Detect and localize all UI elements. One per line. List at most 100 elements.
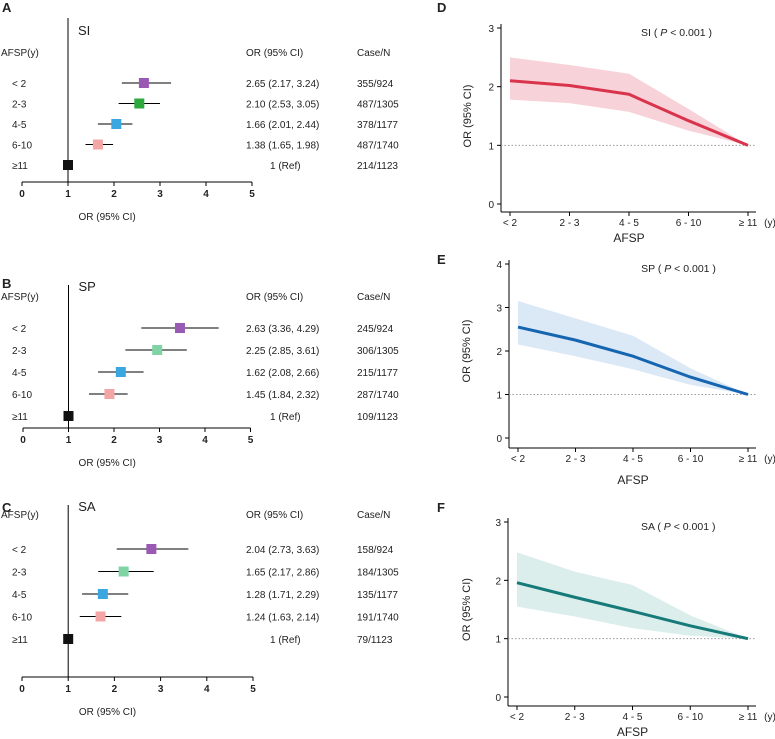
or-value: 1.45 (1.84, 2.32) [246, 390, 319, 401]
row-label: 6-10 [12, 390, 32, 401]
point-marker [174, 323, 185, 333]
trend-line [509, 79, 749, 147]
case-value: 287/1740 [357, 390, 399, 401]
trend-line [516, 581, 749, 641]
x-tick-label: 0 [19, 189, 25, 200]
x-tick-label: 0 [20, 435, 26, 446]
row-header: AFSP(y) [1, 510, 39, 521]
x-axis-label: AFSP [613, 231, 644, 245]
panel-letter: E [437, 252, 446, 267]
panel-letter: B [2, 276, 11, 291]
case-value: 158/924 [357, 545, 394, 556]
point-marker [111, 119, 122, 129]
p-value-annotation: SP ( P < 0.001 ) [641, 263, 716, 275]
x-tick-label: < 2 [510, 712, 525, 723]
y-tick-label: 3 [488, 24, 494, 35]
x-tick-label: 2 [111, 435, 117, 446]
case-value: 355/924 [357, 79, 394, 90]
x-tick-label: 4 - 5 [623, 454, 643, 465]
point-marker [63, 160, 73, 170]
or-value: 1 (Ref) [270, 635, 301, 646]
y-tick-label: 2 [496, 347, 502, 358]
row-label: 4-5 [12, 590, 27, 601]
y-tick-label: 1 [496, 391, 502, 402]
x-tick-label: 2 [111, 189, 117, 200]
x-tick-label: 1 [65, 684, 71, 695]
case-value: 109/1123 [357, 412, 398, 423]
or-value: 1.24 (1.63, 2.14) [246, 613, 319, 624]
x-tick-label: 3 [157, 189, 163, 200]
y-tick-label: 0 [496, 434, 502, 445]
trend-panel-e: E 0 1 2 3 4 < 2 2 - 3 4 - 5 6 - 10 ≥ 11 (y) AFSP OR (… [437, 252, 775, 487]
panel-letter: D [437, 0, 446, 15]
case-header: Case/N [357, 48, 390, 59]
panel-letter: A [2, 0, 12, 15]
forest-title: SA [78, 499, 96, 514]
or-value: 2.63 (3.36, 4.29) [246, 324, 319, 335]
row-label: 2-3 [12, 568, 27, 579]
or-value: 1.62 (2.08, 2.66) [246, 368, 319, 379]
point-marker [63, 411, 74, 421]
row-header: AFSP(y) [1, 48, 39, 59]
panel-letter: C [2, 500, 12, 515]
p-value-annotation: SA ( P < 0.001 ) [641, 521, 715, 533]
x-axis-label: AFSP [617, 725, 648, 739]
point-marker [118, 566, 129, 577]
or-value: 2.65 (2.17, 3.24) [246, 79, 319, 90]
x-tick-label: 6 - 10 [676, 218, 702, 229]
or-value: 1.66 (2.01, 2.44) [246, 120, 319, 131]
row-label: 4-5 [12, 368, 27, 379]
point-marker [115, 367, 126, 377]
trend-panel-f: F 0 1 2 3 < 2 2 - 3 4 - 5 6 - 10 ≥ 11 (y) AFSP OR (9… [437, 500, 775, 739]
x-tick-label: 2 - 3 [565, 454, 585, 465]
case-value: 487/1740 [357, 141, 399, 152]
row-label: ≥11 [12, 635, 28, 646]
x-unit-label: (y) [764, 218, 775, 229]
case-value: 306/1305 [357, 346, 399, 357]
case-value: 245/924 [357, 324, 394, 335]
y-tick-label: 2 [488, 83, 494, 94]
x-tick-label: 1 [65, 189, 71, 200]
case-header: Case/N [357, 510, 390, 521]
x-tick-label: 4 - 5 [622, 712, 642, 723]
case-value: 214/1123 [357, 161, 398, 172]
or-value: 2.10 (2.53, 3.05) [246, 100, 319, 111]
forest-title: SI [78, 23, 90, 38]
or-header: OR (95% CI) [246, 292, 303, 303]
row-label: 6-10 [12, 141, 32, 152]
point-marker [104, 389, 115, 399]
or-value: 1 (Ref) [270, 161, 301, 172]
y-axis-label: OR (95% CI) [461, 320, 473, 383]
x-axis-label: OR (95% CI) [79, 707, 136, 718]
y-axis-label: OR (95% CI) [461, 578, 473, 641]
or-value: 1 (Ref) [270, 412, 301, 423]
panel-letter: F [437, 500, 445, 515]
forest-panel-c: C SA AFSP(y) OR (95% CI) Case/N 0 1 2 3 4 5 OR (95%… [1, 499, 399, 718]
row-label: 2-3 [12, 100, 27, 111]
row-label: ≥11 [12, 412, 28, 423]
x-axis-label: AFSP [617, 473, 648, 487]
case-value: 378/1177 [357, 120, 398, 131]
point-marker [95, 611, 106, 622]
x-tick-label: ≥ 11 [739, 218, 758, 229]
y-tick-label: 1 [488, 141, 494, 152]
row-label: < 2 [12, 324, 27, 335]
confidence-band [510, 57, 748, 146]
point-marker [134, 98, 145, 109]
x-tick-label: 2 - 3 [559, 218, 579, 229]
or-value: 1.65 (2.17, 2.86) [246, 568, 319, 579]
point-marker [152, 345, 163, 355]
x-tick-label: 2 - 3 [565, 712, 585, 723]
confidence-band [517, 552, 748, 639]
y-tick-label: 1 [495, 635, 501, 646]
y-tick-label: 3 [496, 304, 502, 315]
row-label: < 2 [12, 79, 27, 90]
point-marker [97, 589, 108, 599]
point-marker [146, 544, 157, 554]
or-value: 2.25 (2.85, 3.61) [246, 346, 319, 357]
x-tick-label: 5 [249, 189, 255, 200]
forest-title: SP [79, 279, 96, 294]
point-marker [63, 634, 74, 644]
x-axis-label: OR (95% CI) [78, 212, 135, 223]
row-label: 4-5 [12, 120, 27, 131]
